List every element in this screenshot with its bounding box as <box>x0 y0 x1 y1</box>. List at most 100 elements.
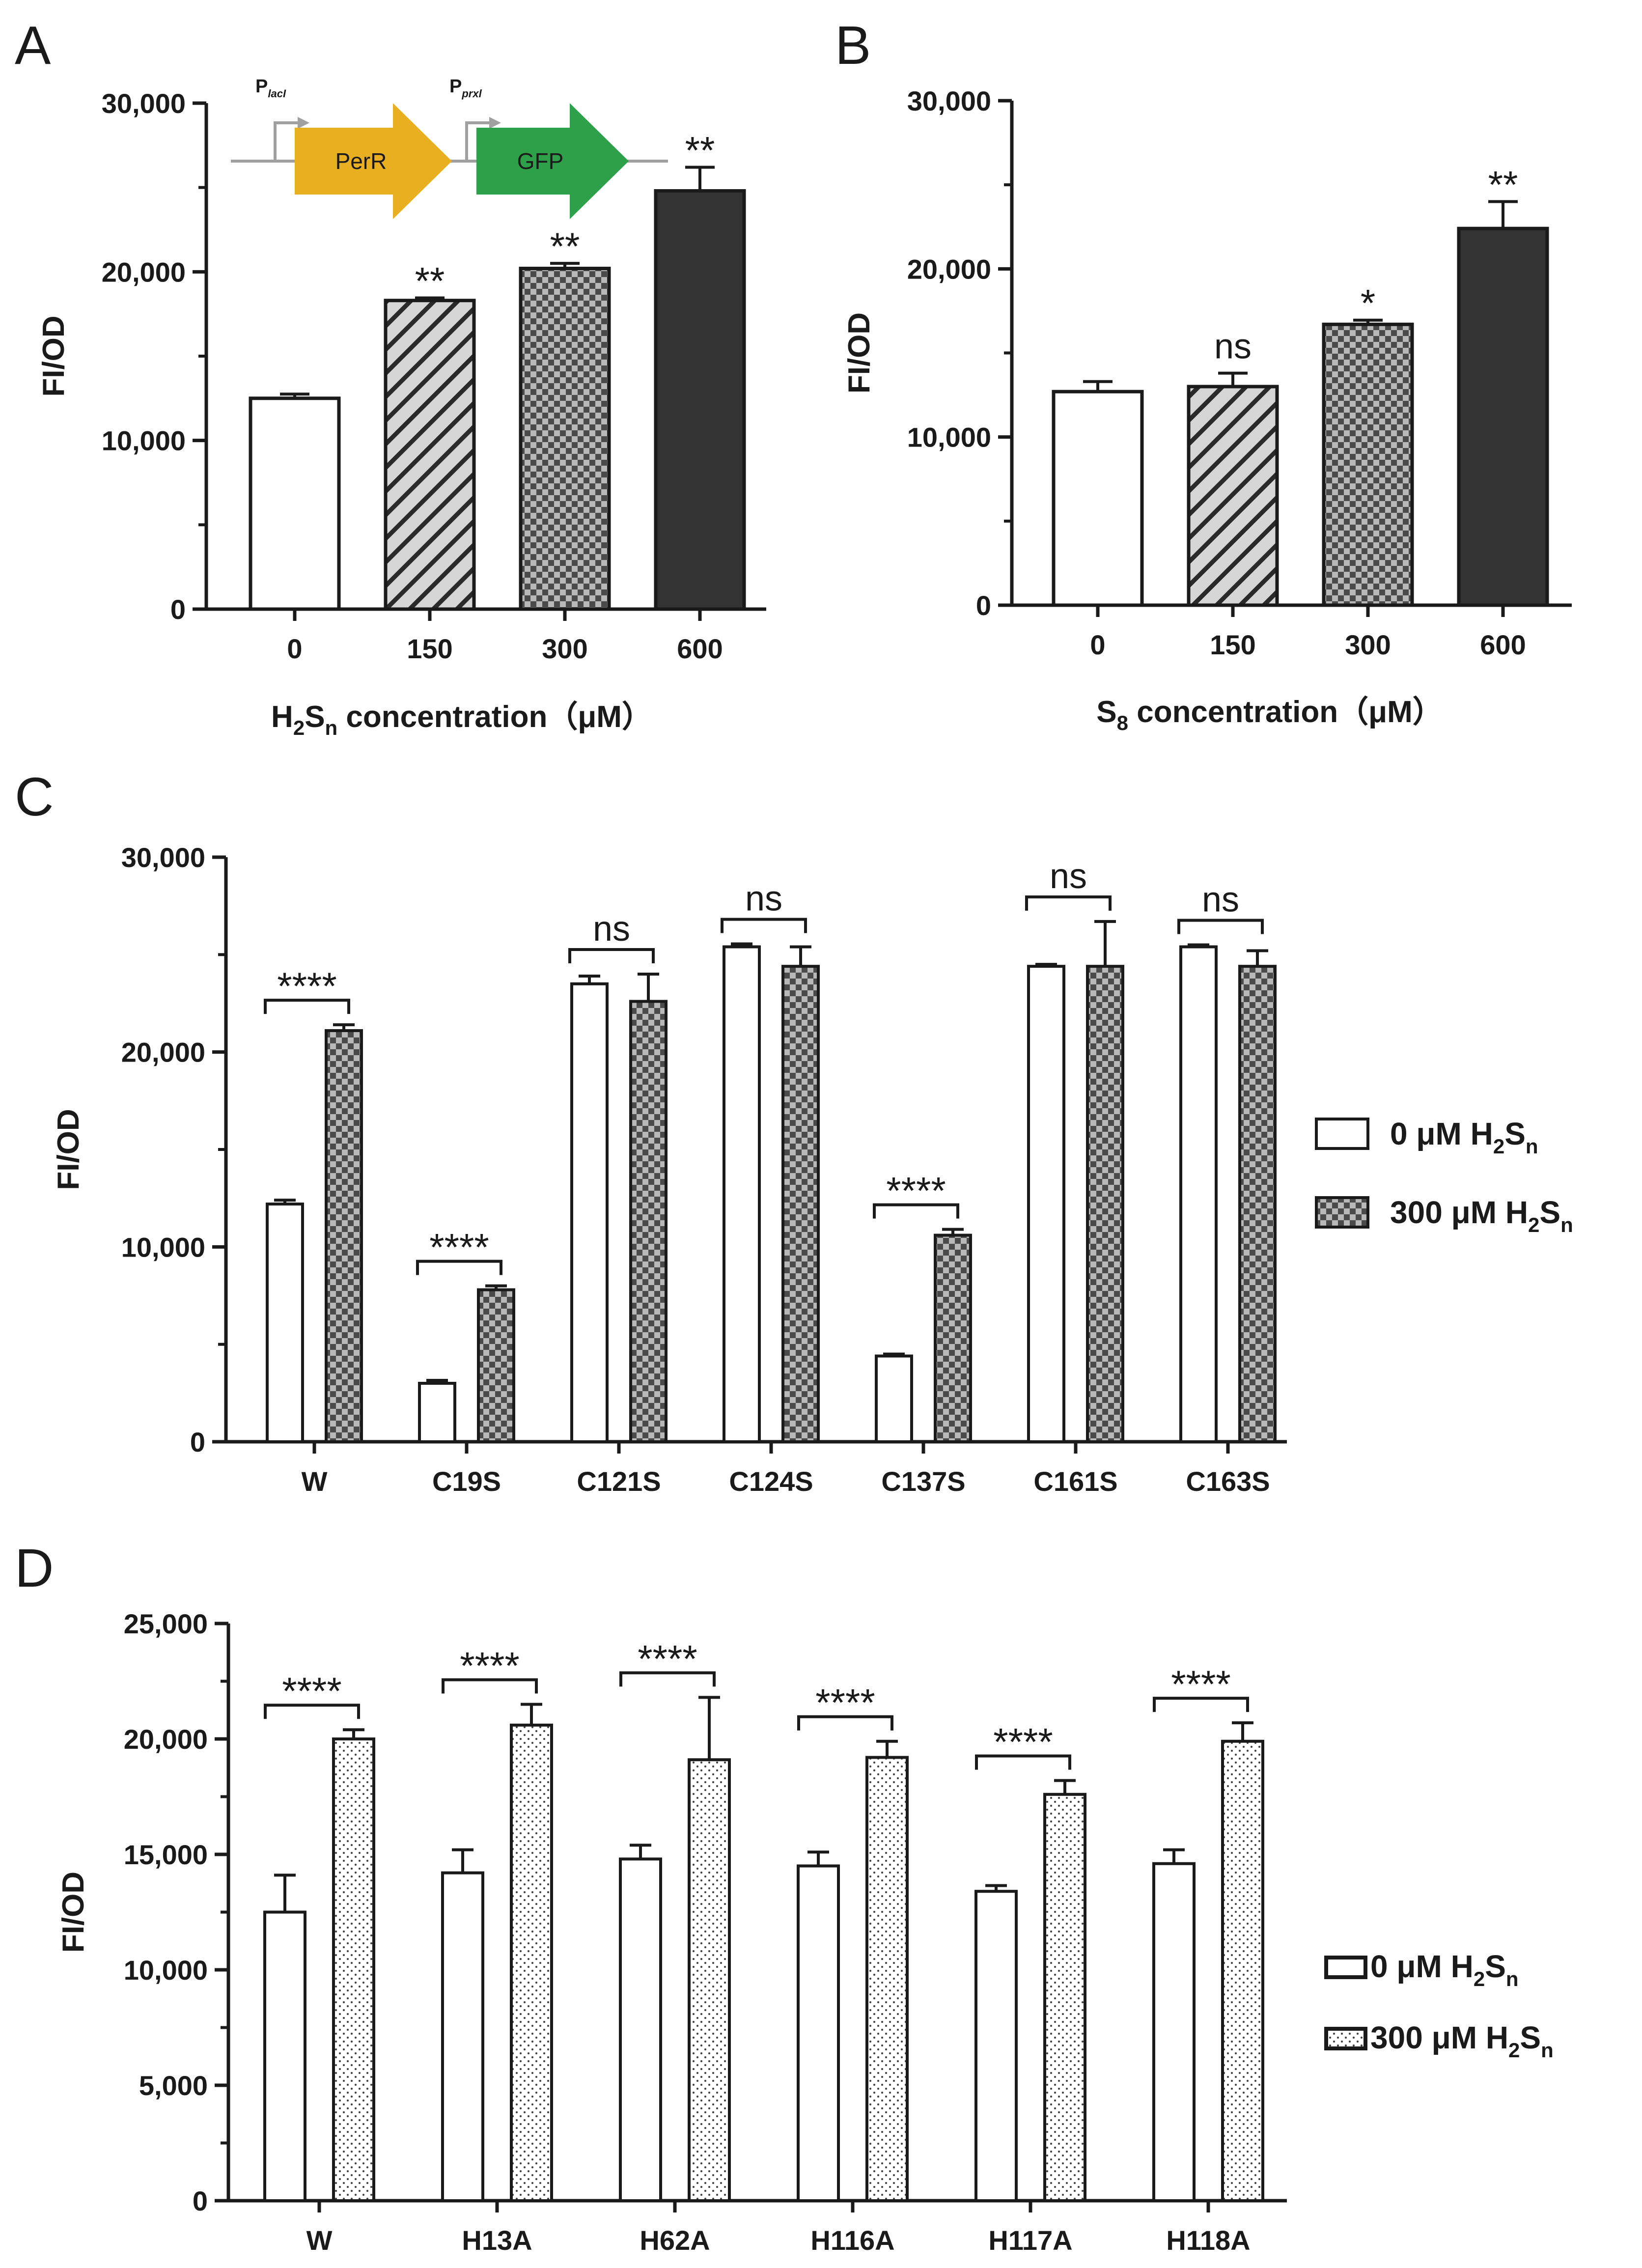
gene-construct-diagram: PlacI PerR Pprxl GFP <box>231 76 668 219</box>
x-tick-label-d: H118A <box>1166 2225 1250 2256</box>
bar-a-0 <box>249 396 341 611</box>
y-tick-label-a: 10,000 <box>102 425 186 456</box>
bar-d-H118A-series0 <box>1152 1862 1196 2203</box>
x-tick-label-c: C137S <box>881 1466 965 1497</box>
y-tick-label-c: 0 <box>190 1427 205 1457</box>
significance-b-300: * <box>1361 281 1375 325</box>
panel-a: A 0 10,000 20,000 30,000 FI/OD 0 150 ** 300 ** 600… <box>15 15 766 739</box>
significance-bracket-d-H118A <box>1153 1697 1249 1712</box>
plot-d: 0 5,000 10,000 15,000 20,000 25,000 FI/OD W ****… <box>56 1608 1287 2256</box>
significance-a-600: ** <box>685 128 715 171</box>
panel-letter-d: D <box>15 1538 54 1598</box>
significance-bracket-c-C163S <box>1177 919 1264 934</box>
bar-d-W-series1 <box>332 1737 375 2202</box>
panel-b: B 0 10,000 20,000 30,000 FI/OD 0 150 ns 300 * 600 *… <box>835 15 1572 734</box>
legend-c-label-0um: 0 μM H2Sn <box>1390 1116 1538 1158</box>
x-tick-label-a: 150 <box>407 633 452 664</box>
y-tick-label-b: 10,000 <box>907 422 991 453</box>
significance-bracket-d-H116A <box>797 1715 893 1731</box>
perR-gene-label: PerR <box>335 148 387 174</box>
x-axis-title-b: S8 concentration（μM） <box>1096 695 1443 734</box>
y-tick-label-a: 20,000 <box>102 256 186 287</box>
x-tick-label-c: C19S <box>432 1466 501 1497</box>
y-tick-label-c: 30,000 <box>121 842 205 873</box>
legend-d-label-0um: 0 μM H2Sn <box>1370 1949 1519 1990</box>
bar-c-C121S-series1 <box>629 1000 668 1443</box>
y-tick-label-b: 20,000 <box>907 253 991 284</box>
x-tick-label-a: 300 <box>542 633 587 664</box>
x-tick-label-d: H13A <box>462 2225 532 2256</box>
y-tick-label-c: 10,000 <box>121 1232 205 1262</box>
legend-d: 0 μM H2Sn 300 μM H2Sn <box>1324 1949 1554 2062</box>
significance-bracket-d-H117A <box>975 1754 1071 1770</box>
y-tick-label-d: 20,000 <box>124 1724 208 1755</box>
bar-a-150 <box>384 299 476 611</box>
y-tick-label-d: 5,000 <box>139 2070 208 2101</box>
significance-b-150: ns <box>1214 327 1252 366</box>
bar-d-H116A-series0 <box>797 1864 840 2202</box>
x-tick-label-b: 300 <box>1345 629 1391 660</box>
y-axis-title-b: FI/OD <box>842 312 876 393</box>
bar-c-C161S-series1 <box>1086 965 1124 1443</box>
bar-c-W-series1 <box>325 1029 363 1444</box>
bar-d-H117A-series0 <box>974 1890 1018 2202</box>
y-tick-label-b: 30,000 <box>907 85 991 116</box>
bar-a-600 <box>654 189 746 611</box>
y-tick-label-a: 0 <box>170 594 186 625</box>
legend-d-swatch-0um <box>1324 1956 1367 1979</box>
significance-c-C124S: ns <box>745 879 782 919</box>
x-tick-label-a: 600 <box>677 633 723 664</box>
bar-c-C163S-series1 <box>1238 965 1277 1443</box>
x-tick-label-c: C163S <box>1186 1466 1270 1497</box>
y-axis-title-c: FI/OD <box>52 1109 85 1190</box>
significance-a-300: ** <box>550 224 580 268</box>
significance-bracket-d-H13A <box>442 1678 538 1694</box>
significance-d-H13A: **** <box>460 1644 519 1687</box>
y-axis-title-d: FI/OD <box>56 1872 90 1953</box>
x-tick-label-b: 0 <box>1090 629 1105 660</box>
bar-c-C124S-series1 <box>781 965 820 1443</box>
y-tick-label-d: 0 <box>193 2185 208 2216</box>
legend-c: 0 μM H2Sn 300 μM H2Sn <box>1315 1116 1573 1236</box>
bar-d-H116A-series1 <box>865 1756 909 2203</box>
promoter-prxl-arrow <box>465 121 491 161</box>
bar-c-C19S-series1 <box>477 1288 515 1444</box>
y-tick-label-a: 30,000 <box>102 88 186 119</box>
plot-a: 0 10,000 20,000 30,000 FI/OD 0 150 ** 300 ** 600 **… <box>37 88 766 739</box>
panel-c: C 0 10,000 20,000 30,000 FI/OD W **** C19S **** C… <box>15 767 1573 1497</box>
x-tick-label-c: C124S <box>729 1466 813 1497</box>
promoter-laci-arrow <box>274 121 300 161</box>
bar-d-H118A-series1 <box>1221 1739 1264 2202</box>
promoter-laci-arrowhead <box>298 117 309 129</box>
gfp-gene-label: GFP <box>517 148 564 174</box>
bar-d-H62A-series0 <box>619 1857 662 2202</box>
significance-c-C137S: **** <box>886 1169 946 1212</box>
bar-c-C137S-series1 <box>934 1233 972 1444</box>
significance-d-H118A: **** <box>1171 1662 1230 1706</box>
bar-b-300 <box>1322 322 1414 607</box>
bar-c-C121S-series0 <box>570 982 609 1444</box>
x-tick-label-d: H117A <box>988 2225 1072 2256</box>
x-tick-label-a: 0 <box>287 633 302 664</box>
promoter-prxl-label: Pprxl <box>449 76 482 100</box>
x-tick-label-c: W <box>302 1466 328 1497</box>
bar-c-C137S-series0 <box>875 1354 913 1443</box>
y-axis-title-a: FI/OD <box>37 315 71 396</box>
significance-c-C19S: **** <box>429 1226 489 1269</box>
significance-c-W: **** <box>277 964 336 1008</box>
x-tick-label-b: 150 <box>1210 629 1255 660</box>
legend-d-label-300um: 300 μM H2Sn <box>1370 2020 1554 2062</box>
panel-letter-b: B <box>835 15 871 76</box>
bar-c-C19S-series0 <box>418 1382 456 1443</box>
x-tick-label-d: W <box>306 2225 333 2256</box>
significance-bracket-c-C19S <box>416 1260 502 1275</box>
y-tick-label-d: 25,000 <box>124 1608 208 1639</box>
significance-d-H117A: **** <box>993 1720 1053 1764</box>
x-tick-label-b: 600 <box>1480 629 1526 660</box>
bar-b-600 <box>1457 226 1549 607</box>
significance-bracket-d-H62A <box>619 1671 716 1687</box>
legend-c-swatch-300um <box>1315 1196 1369 1229</box>
x-tick-label-c: C161S <box>1033 1466 1117 1497</box>
significance-bracket-c-C161S <box>1025 895 1112 911</box>
